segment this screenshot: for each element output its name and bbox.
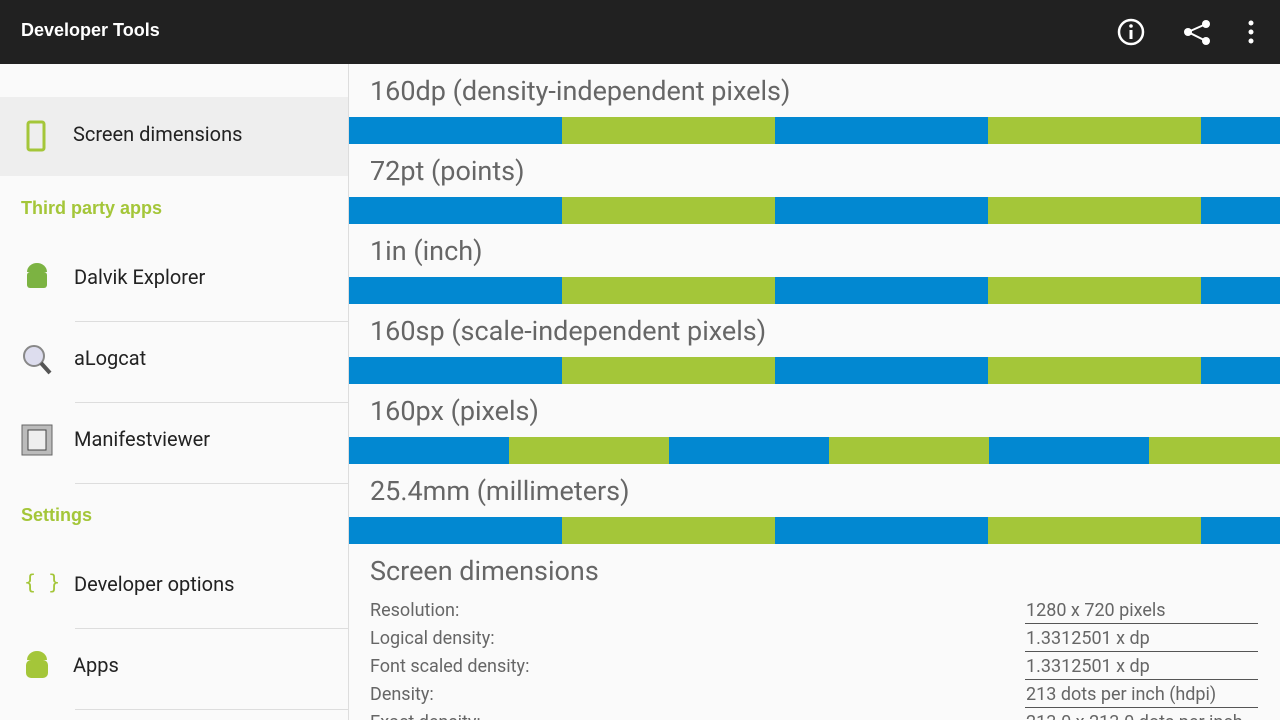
- row-underline: [1025, 707, 1258, 708]
- ruler-label: 1in (inch): [370, 235, 483, 267]
- action-icons[interactable]: [1116, 16, 1266, 48]
- app-title: Developer Tools: [21, 20, 160, 40]
- ruler-label: 160px (pixels): [370, 395, 539, 427]
- ruler-segment: [349, 437, 509, 464]
- divider: [75, 321, 348, 322]
- ruler-segment: [349, 357, 562, 384]
- row-label: Logical density:: [370, 628, 495, 649]
- ruler-segment: [669, 437, 829, 464]
- icon: { }: [24, 570, 61, 594]
- ruler-segment: [1201, 517, 1280, 544]
- row-label: Resolution:: [370, 600, 460, 621]
- ruler-segment: [988, 277, 1201, 304]
- ruler-segment: [349, 277, 562, 304]
- ruler-segment: [988, 117, 1201, 144]
- ruler-segment: [988, 517, 1201, 544]
- ruler-segment: [989, 437, 1149, 464]
- ruler-segment: [1201, 357, 1280, 384]
- row-value: 213 dots per inch (hdpi): [1026, 684, 1217, 705]
- ruler-label: 25.4mm (millimeters): [370, 475, 630, 507]
- section-title: Settings: [21, 505, 93, 525]
- icon: [21, 424, 53, 456]
- row-underline: [1025, 651, 1258, 652]
- ruler-label: 72pt (points): [370, 155, 525, 187]
- row-underline: [1025, 679, 1258, 680]
- icon: [23, 345, 52, 375]
- ruler-segment: [562, 357, 775, 384]
- icon: [26, 120, 46, 152]
- ruler-segment: [509, 437, 669, 464]
- ruler-segment: [775, 517, 988, 544]
- row-underline: [1025, 623, 1258, 624]
- divider: [75, 709, 348, 710]
- ruler-segment: [349, 197, 562, 224]
- sidebar: Screen dimensions Third party apps Dalvi…: [0, 64, 349, 720]
- ruler-segment: [775, 197, 988, 224]
- section-title: Third party apps: [21, 198, 163, 218]
- row-value: 1280 x 720 pixels: [1026, 600, 1166, 621]
- menu-item[interactable]: Manifestviewer: [74, 427, 211, 451]
- row-label: Density:: [370, 684, 434, 705]
- menu-item[interactable]: Screen dimensions: [73, 122, 243, 146]
- icon: [26, 651, 48, 678]
- ruler-segment: [775, 277, 988, 304]
- divider: [75, 628, 348, 629]
- divider: [75, 483, 348, 484]
- ruler-segment: [349, 117, 562, 144]
- selected-item[interactable]: Screen dimensions: [0, 97, 348, 176]
- ruler-label: 160sp (scale-independent pixels): [370, 315, 767, 347]
- row-label: Font scaled density:: [370, 656, 530, 677]
- ruler-segment: [775, 117, 988, 144]
- ruler-segment: [562, 117, 775, 144]
- menu-item[interactable]: Apps: [73, 653, 119, 677]
- divider: [75, 402, 348, 403]
- ruler-segment: [1201, 277, 1280, 304]
- menu-item[interactable]: Developer options: [74, 572, 235, 596]
- ruler-segment: [562, 277, 775, 304]
- content: 160dp (density-independent pixels) 72pt (…: [349, 64, 1280, 720]
- ruler-segment: [562, 197, 775, 224]
- ruler-segment: [988, 197, 1201, 224]
- row-value: 1.3312501 x dp: [1026, 656, 1150, 677]
- ruler-segment: [349, 517, 562, 544]
- row-value: 213.0 x 213.0 dots per inch: [1026, 712, 1243, 720]
- row-label: Exact density:: [370, 712, 481, 720]
- ruler-segment: [1201, 197, 1280, 224]
- section-title: Screen dimensions: [370, 555, 599, 587]
- menu-item[interactable]: aLogcat: [74, 346, 147, 370]
- ruler-label: 160dp (density-independent pixels): [370, 75, 791, 107]
- app-bar: Developer Tools: [0, 0, 1280, 64]
- row-value: 1.3312501 x dp: [1026, 628, 1150, 649]
- ruler-segment: [829, 437, 989, 464]
- icon: [27, 263, 47, 288]
- ruler-segment: [1149, 437, 1280, 464]
- icon: [24, 64, 48, 68]
- ruler-segment: [988, 357, 1201, 384]
- ruler-segment: [775, 357, 988, 384]
- menu-item[interactable]: Dalvik Explorer: [74, 265, 206, 289]
- ruler-segment: [1201, 117, 1280, 144]
- ruler-segment: [562, 517, 775, 544]
